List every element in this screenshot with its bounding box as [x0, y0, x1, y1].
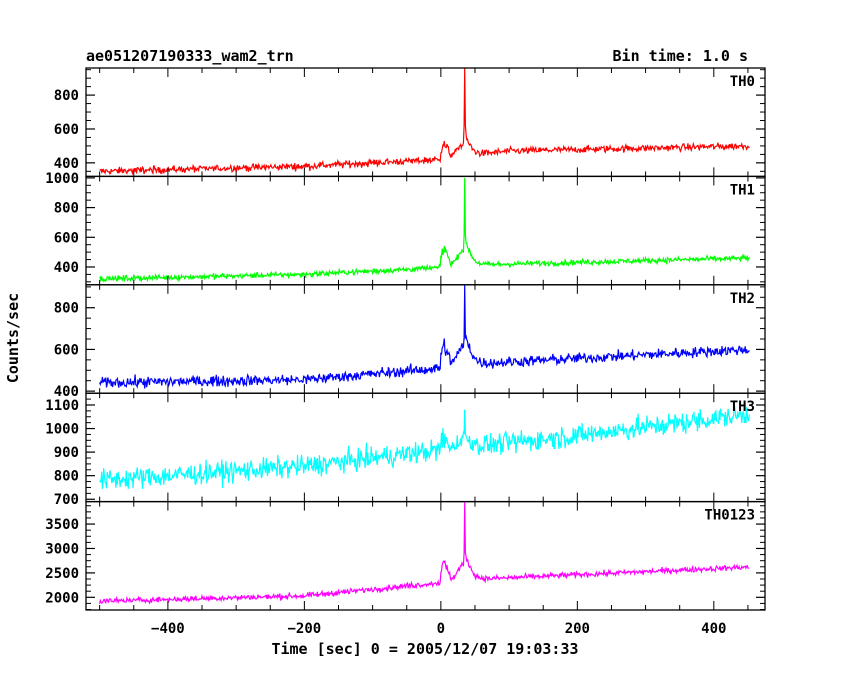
- panel-th3: 700 800 900 1000 1100 TH3: [45, 392, 766, 508]
- y-tick-label: 800: [54, 201, 79, 217]
- y-axis-label: Counts/sec: [4, 293, 22, 383]
- panel-frame: [85, 392, 766, 503]
- x-tick-label: 200: [565, 621, 590, 637]
- y-tick-label: 800: [54, 301, 79, 317]
- x-tick-label: −400: [151, 621, 185, 637]
- panel-th2: 400 600 800 TH2: [54, 284, 766, 400]
- x-tick-label: −200: [288, 621, 322, 637]
- series-line-th3: [99, 404, 750, 489]
- panels-group: 400 600 800 TH0 400 600 800 1000 TH1 400 600 800 TH2…: [45, 67, 766, 637]
- series-line-th2: [99, 284, 750, 390]
- y-tick-label: 900: [54, 445, 79, 461]
- y-tick-label: 600: [54, 122, 79, 138]
- panel-label: TH0123: [704, 508, 755, 524]
- panel-label: TH0: [730, 74, 755, 90]
- y-tick-label: 1000: [45, 422, 79, 438]
- panel-label: TH1: [730, 182, 755, 198]
- x-tick-label: 400: [701, 621, 726, 637]
- panel-th0123: 2000 2500 3000 3500 TH0123: [45, 500, 766, 611]
- panel-th0: 400 600 800 TH0: [54, 67, 766, 178]
- y-tick-label: 1100: [45, 398, 79, 414]
- y-tick-label: 400: [54, 156, 79, 172]
- y-tick-label: 600: [54, 230, 79, 246]
- panel-label: TH2: [730, 291, 755, 307]
- y-tick-label: 1000: [45, 171, 79, 187]
- y-tick-label: 600: [54, 342, 79, 358]
- panel-frame: [85, 284, 766, 394]
- y-tick-label: 2500: [45, 566, 79, 582]
- y-tick-label: 3000: [45, 541, 79, 557]
- y-tick-label: 3500: [45, 517, 79, 533]
- panel-frame: [85, 500, 766, 611]
- y-tick-label: 400: [54, 260, 79, 276]
- x-tick-label: 0: [437, 621, 445, 637]
- y-tick-label: 800: [54, 469, 79, 485]
- chart-title: ae051207190333_wam2_trn: [86, 47, 294, 65]
- series-line-th0123: [99, 501, 750, 605]
- bin-time-label: Bin time: 1.0 s: [613, 47, 748, 65]
- y-tick-label: 800: [54, 88, 79, 104]
- panel-th1: 400 600 800 1000 TH1: [45, 171, 766, 286]
- x-axis-label: Time [sec] 0 = 2005/12/07 19:03:33: [271, 640, 578, 658]
- panel-label: TH3: [730, 399, 755, 415]
- series-line-th1: [99, 177, 750, 284]
- y-tick-label: 2000: [45, 590, 79, 606]
- y-tick-label: 400: [54, 384, 79, 400]
- y-tick-label: 700: [54, 492, 79, 508]
- series-line-th0: [99, 68, 750, 176]
